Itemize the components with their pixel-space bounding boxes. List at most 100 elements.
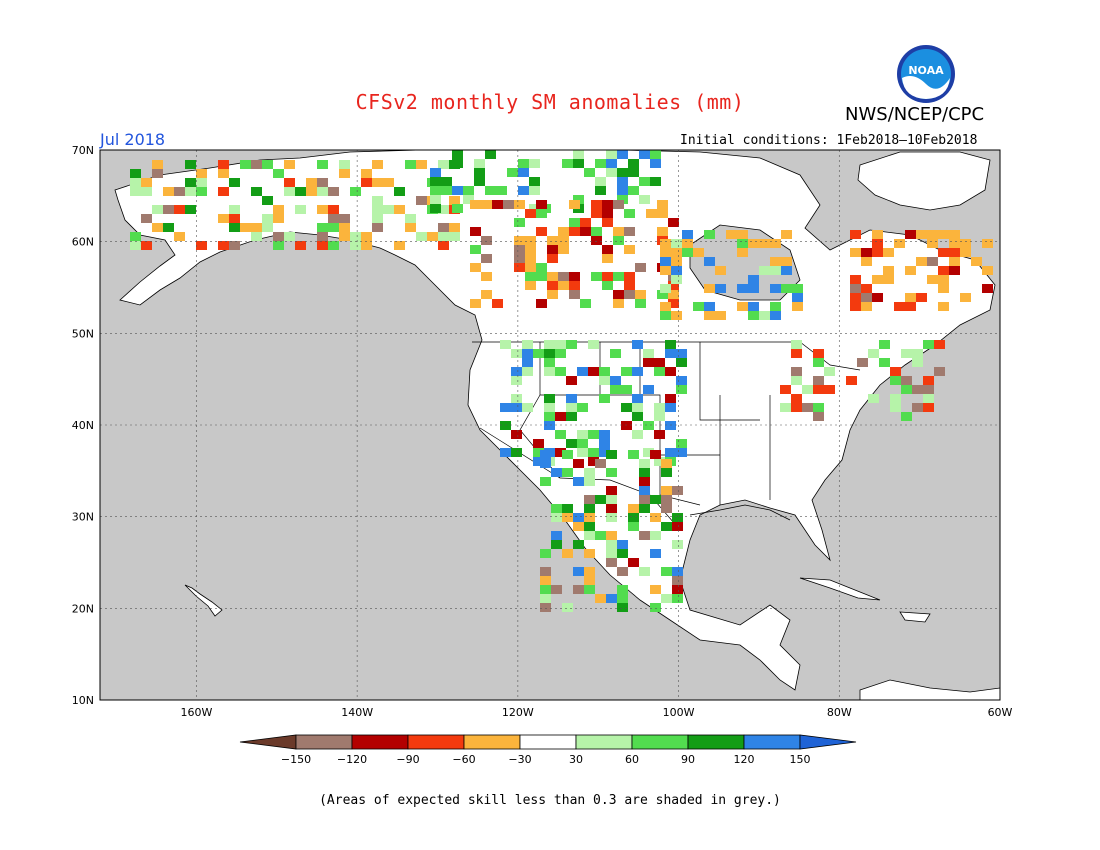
anomaly-cell (317, 187, 328, 196)
anomaly-cell (639, 504, 650, 513)
anomaly-cell (650, 549, 661, 558)
anomaly-cell (566, 439, 577, 448)
anomaly-cell (657, 227, 668, 236)
anomaly-cell (606, 150, 617, 159)
anomaly-cell (639, 195, 650, 204)
island-hispaniola (899, 611, 931, 623)
anomaly-cell (452, 159, 463, 168)
anomaly-cell (547, 236, 558, 245)
anomaly-cell (901, 412, 912, 421)
anomaly-cell (430, 168, 441, 177)
anomaly-cell (525, 245, 536, 254)
anomaly-cell (152, 205, 163, 214)
anomaly-cell (628, 168, 639, 177)
anomaly-cell (251, 232, 262, 241)
anomaly-cell (273, 241, 284, 250)
anomaly-cell (350, 241, 361, 250)
anomaly-cell (251, 223, 262, 232)
anomaly-cell (613, 272, 624, 281)
anomaly-cell (672, 576, 683, 585)
anomaly-cell (339, 169, 350, 178)
anomaly-cell (218, 241, 229, 250)
anomaly-cell (613, 290, 624, 299)
anomaly-cell (152, 223, 163, 232)
anomaly-cell (617, 603, 628, 612)
anomaly-cell (558, 272, 569, 281)
anomaly-cell (610, 385, 621, 394)
anomaly-cell (643, 421, 654, 430)
anomaly-cell (573, 585, 584, 594)
anomaly-cell (861, 302, 872, 311)
anomaly-cell (500, 403, 511, 412)
anomaly-cell (737, 239, 748, 248)
anomaly-cell (130, 187, 141, 196)
anomaly-cell (551, 531, 562, 540)
anomaly-cell (196, 178, 207, 187)
anomaly-cell (500, 421, 511, 430)
anomaly-cell (606, 594, 617, 603)
anomaly-cell (438, 223, 449, 232)
anomaly-cell (514, 200, 525, 209)
anomaly-cell (660, 239, 671, 248)
anomaly-cell (617, 195, 628, 204)
colorbar-tick-label: −90 (396, 753, 419, 766)
anomaly-cell (174, 232, 185, 241)
anomaly-cell (628, 450, 639, 459)
axis-labels: 70N 60N 50N 40N 30N 20N 10N 160W 140W 120W 100W 80W… (72, 144, 1013, 719)
anomaly-cell (573, 567, 584, 576)
anomaly-cell (632, 412, 643, 421)
anomaly-cell (883, 248, 894, 257)
anomaly-cell (544, 394, 555, 403)
anomaly-cell (868, 394, 879, 403)
island-cuba (799, 577, 881, 601)
anomaly-cell (632, 430, 643, 439)
anomaly-cell (522, 358, 533, 367)
anomaly-cell (639, 495, 650, 504)
lat-label: 20N (72, 602, 94, 615)
anomaly-cell (251, 160, 262, 169)
anomaly-cell (770, 302, 781, 311)
anomaly-cell (657, 200, 668, 209)
anomaly-cell (229, 241, 240, 250)
anomaly-cell (591, 209, 602, 218)
anomaly-cell (660, 257, 671, 266)
anomaly-cell (672, 567, 683, 576)
anomaly-cell (748, 302, 759, 311)
anomaly-cell (628, 522, 639, 531)
anomaly-cell (562, 450, 573, 459)
anomaly-cell (141, 178, 152, 187)
anomaly-cell (781, 230, 792, 239)
anomaly-cell (654, 358, 665, 367)
anomaly-cell (569, 272, 580, 281)
anomaly-cell (759, 311, 770, 320)
anomaly-cell (949, 257, 960, 266)
anomaly-cell (661, 522, 672, 531)
anomaly-cell (566, 403, 577, 412)
anomaly-cell (672, 585, 683, 594)
anomaly-cell (555, 340, 566, 349)
colorbar-tick-label: 150 (790, 753, 811, 766)
anomaly-cell (569, 281, 580, 290)
anomaly-cell (481, 290, 492, 299)
anomaly-cell (617, 549, 628, 558)
anomaly-cell (905, 266, 916, 275)
anomaly-cell (890, 367, 901, 376)
anomaly-cell (639, 486, 650, 495)
svg-text:NOAA: NOAA (908, 64, 944, 77)
anomaly-cell (580, 299, 591, 308)
anomaly-cell (894, 302, 905, 311)
anomaly-cell (813, 358, 824, 367)
anomaly-cell (551, 540, 562, 549)
anomaly-cell (339, 223, 350, 232)
anomaly-cell (588, 448, 599, 457)
chart-title: CFSv2 monthly SM anomalies (mm) (355, 90, 745, 114)
anomaly-cell (595, 159, 606, 168)
colorbar-tick-label: −120 (337, 753, 367, 766)
anomaly-cell (657, 209, 668, 218)
anomaly-cell (613, 236, 624, 245)
anomaly-cell (971, 257, 982, 266)
anomaly-cell (613, 200, 624, 209)
anomaly-cell (606, 450, 617, 459)
lon-label: 100W (663, 706, 695, 719)
gridlines (100, 150, 1000, 700)
